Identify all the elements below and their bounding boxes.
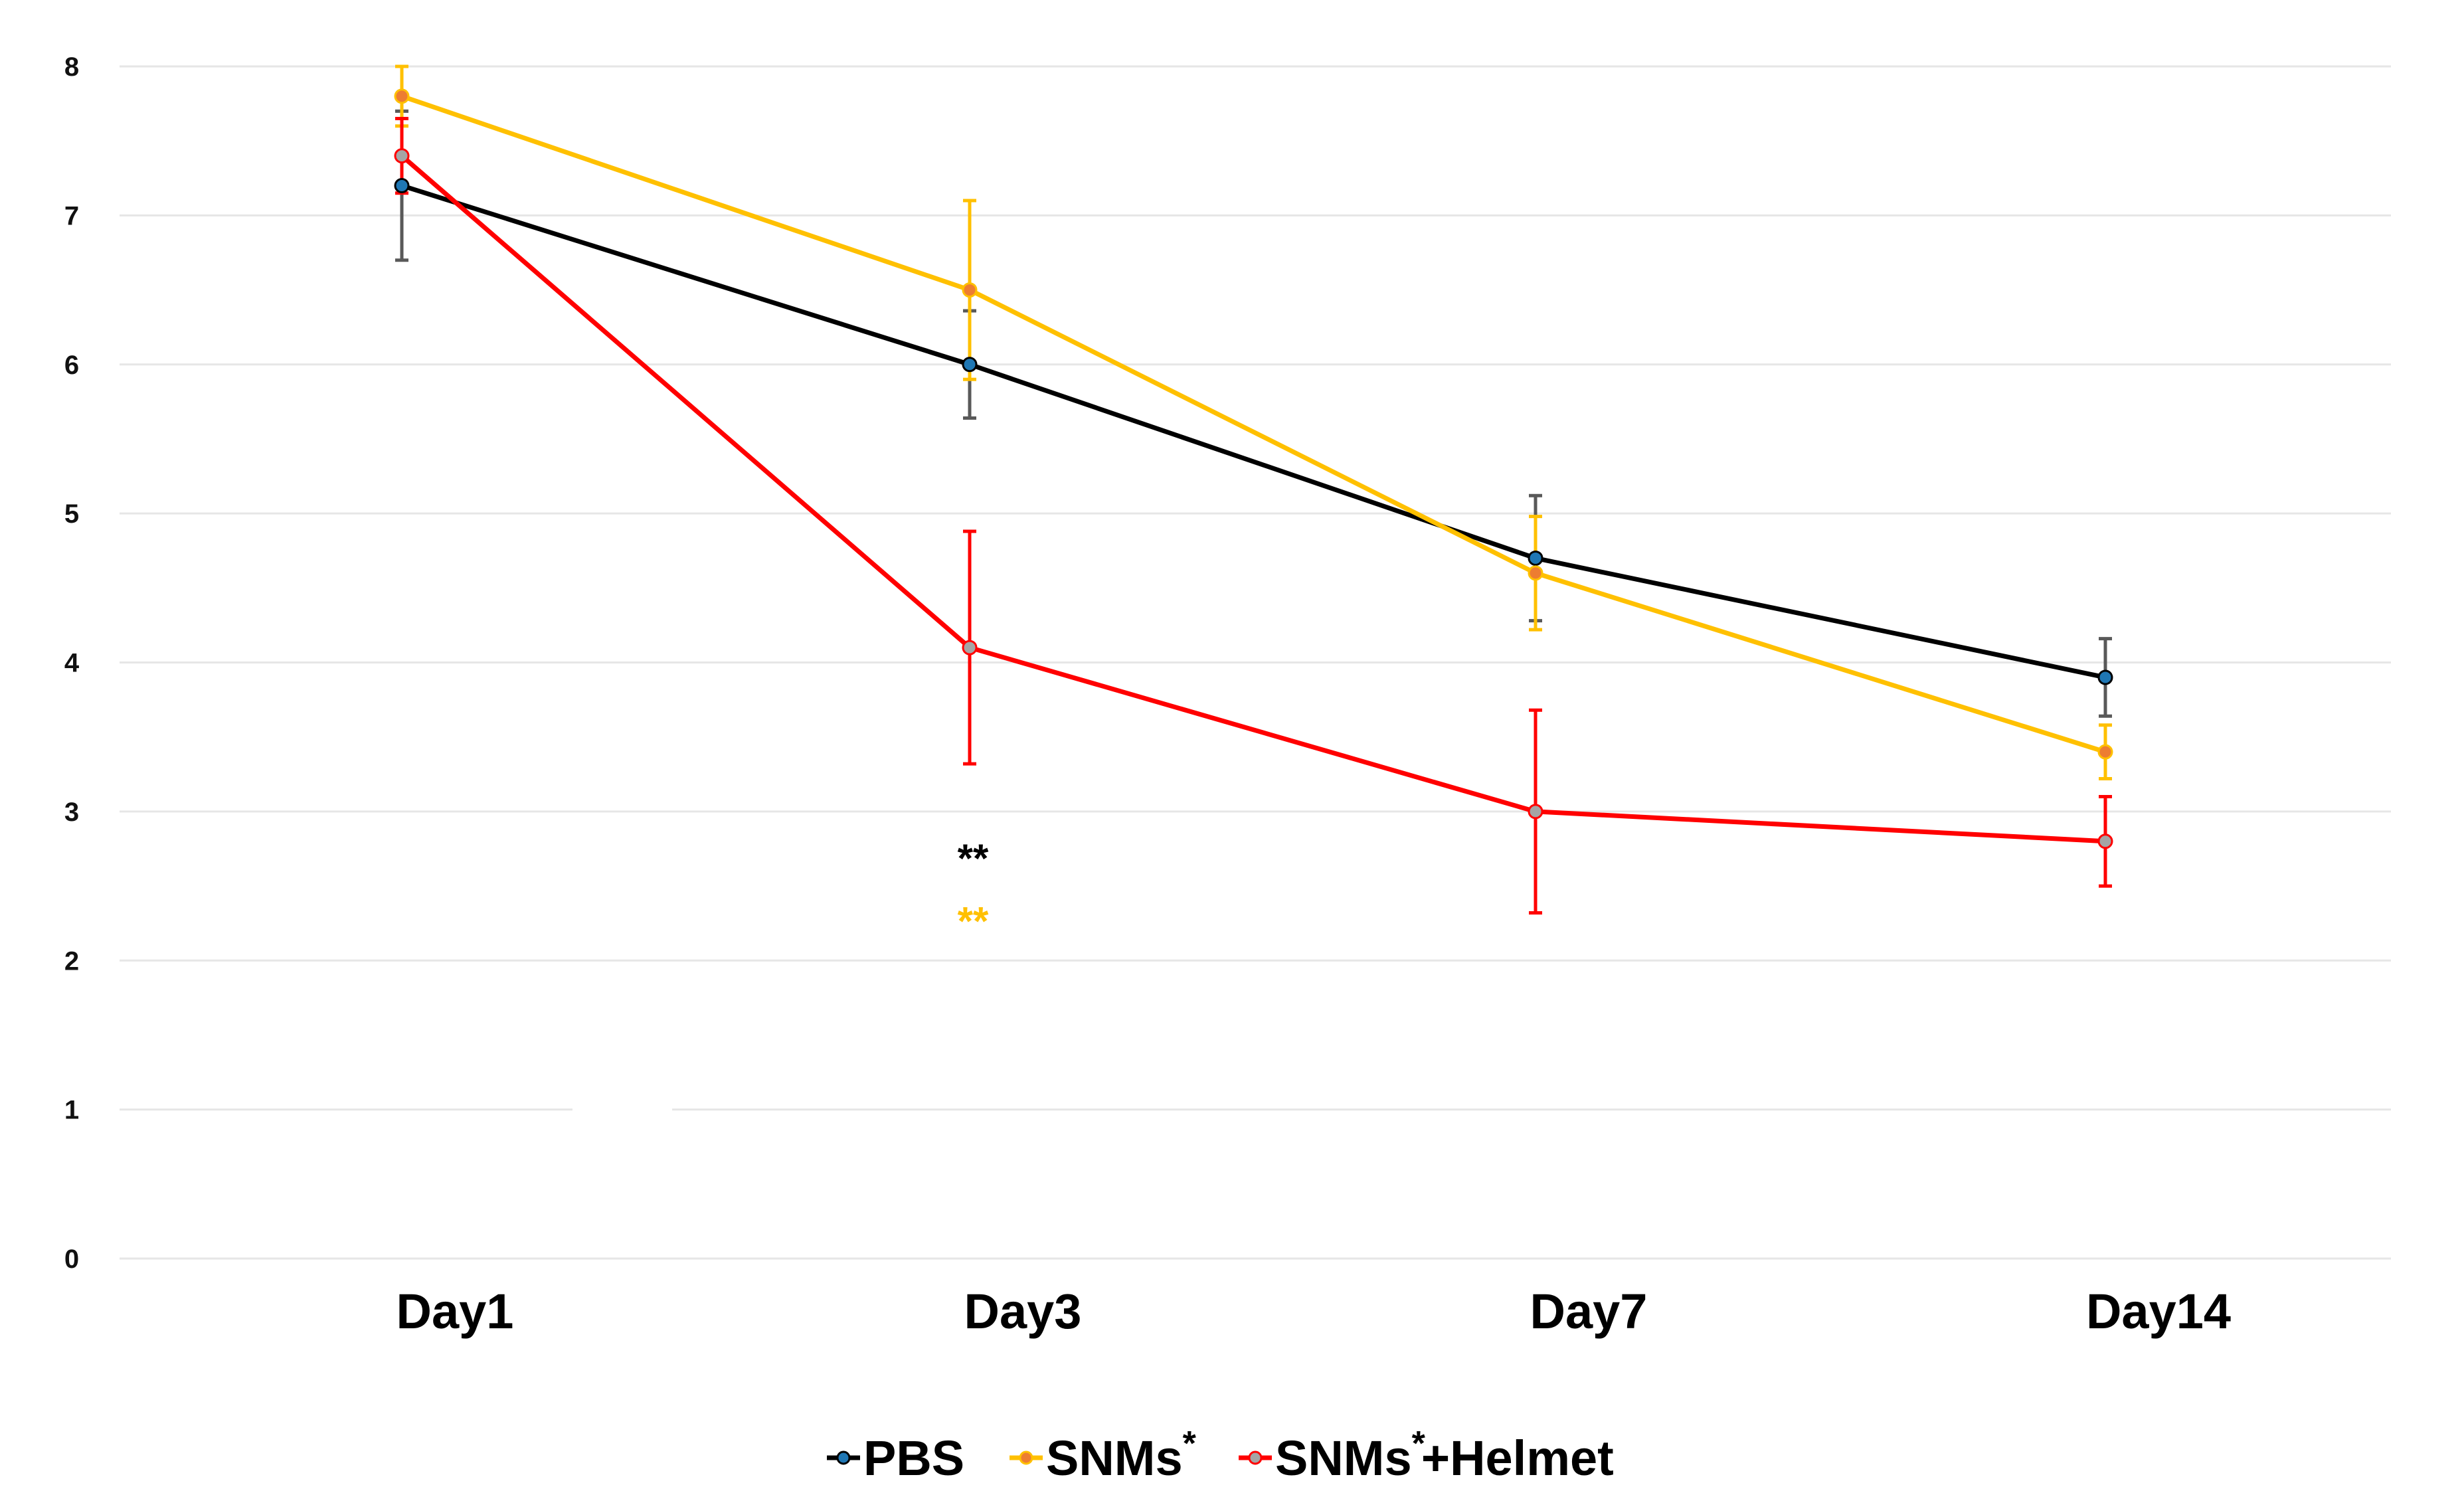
data-point-snms-helmet-day7 — [1528, 804, 1543, 820]
y-tick-label: 8 — [64, 52, 79, 82]
data-point-pbs-day3 — [962, 357, 978, 373]
y-tick-label: 0 — [64, 1245, 79, 1274]
y-tick-label: 6 — [64, 351, 79, 380]
legend-label-superscript: * — [1412, 1425, 1426, 1463]
legend-label: PBS — [863, 1431, 964, 1486]
y-tick-label: 2 — [64, 946, 79, 976]
y-tick-label: 7 — [64, 201, 79, 230]
significance-annotations: ** ** — [958, 836, 989, 943]
significance-marker: ** — [958, 899, 989, 943]
y-tick-label: 5 — [64, 499, 79, 529]
gridlines — [120, 65, 2391, 1260]
data-point-pbs-day14 — [2097, 669, 2113, 685]
x-axis-tick-labels: Day1 Day3 Day7 Day14 — [396, 1284, 2231, 1339]
error-bars — [395, 64, 2112, 915]
legend-label-suffix: +Helmet — [1421, 1431, 1614, 1486]
series-lines — [400, 94, 2107, 844]
legend-label: SNMs* — [1046, 1425, 1197, 1486]
data-point-pbs-day7 — [1528, 550, 1543, 566]
legend-item-snms[interactable]: SNMs* — [1010, 1425, 1197, 1486]
y-axis-tick-labels: 0 1 2 3 4 5 6 7 8 — [64, 52, 80, 1274]
data-point-snms-day3 — [962, 282, 978, 298]
legend-label-main: PBS — [863, 1431, 964, 1486]
data-point-snms-day14 — [2097, 744, 2113, 760]
series-markers — [394, 88, 2113, 849]
legend-marker-swatch — [1019, 1450, 1033, 1465]
legend-label-main: SNMs — [1275, 1431, 1412, 1486]
y-tick-label: 1 — [64, 1096, 79, 1125]
y-tick-label: 3 — [64, 798, 79, 827]
legend-label-main: SNMs — [1046, 1431, 1183, 1486]
legend[interactable]: PBS SNMs* SNMs*+Helmet — [827, 1425, 1614, 1486]
x-tick-label-day14: Day14 — [2086, 1284, 2231, 1339]
legend-marker-swatch — [1248, 1450, 1263, 1465]
data-point-snms-helmet-day14 — [2097, 833, 2113, 849]
legend-item-snms-helmet[interactable]: SNMs*+Helmet — [1239, 1425, 1614, 1486]
legend-marker-swatch — [836, 1450, 851, 1465]
gridline-gap — [572, 1105, 672, 1114]
legend-label: SNMs*+Helmet — [1275, 1425, 1614, 1486]
data-point-snms-day7 — [1528, 565, 1543, 581]
x-tick-label-day7: Day7 — [1530, 1284, 1648, 1339]
legend-label-superscript: * — [1183, 1425, 1197, 1463]
y-tick-label: 4 — [64, 649, 80, 678]
data-point-snms-helmet-day1 — [394, 148, 410, 164]
series-line-pbs — [400, 183, 2106, 680]
x-tick-label-day1: Day1 — [396, 1284, 514, 1339]
data-point-snms-day1 — [394, 88, 410, 104]
series-line-snms — [400, 94, 2107, 754]
legend-item-pbs[interactable]: PBS — [827, 1431, 964, 1486]
significance-marker: ** — [958, 836, 989, 881]
x-tick-label-day3: Day3 — [964, 1284, 1082, 1339]
series-line-snms-helmet — [400, 153, 2106, 844]
data-point-snms-helmet-day3 — [962, 640, 978, 656]
data-point-pbs-day1 — [394, 178, 410, 193]
